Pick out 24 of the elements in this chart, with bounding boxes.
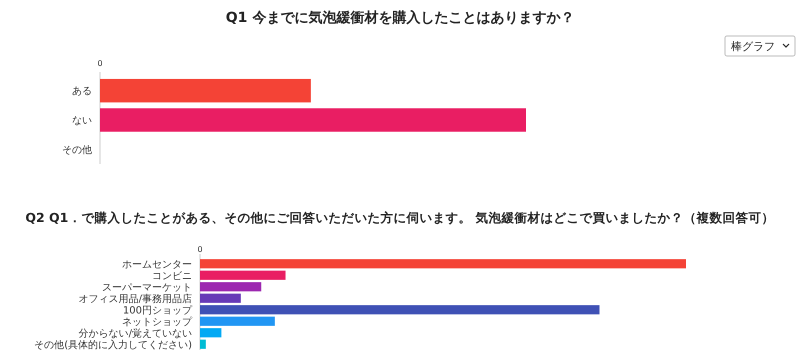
y-tick-label: コンビニ: [152, 270, 192, 282]
text: 0: [97, 59, 103, 68]
bar: [200, 316, 275, 326]
y-tick-label: 分からない/覚えていない: [78, 327, 192, 340]
bar: [200, 294, 241, 303]
y-tick-label: ネットショップ: [122, 316, 193, 328]
y-tick-label: その他: [62, 144, 92, 156]
bar: [200, 270, 286, 280]
y-tick-label: オフィス用品/事務用品店: [78, 292, 192, 305]
y-tick-label: スーパーマーケット: [102, 282, 192, 294]
y-tick-label: その他(具体的に入力してください): [34, 338, 192, 351]
bar: [200, 282, 262, 292]
text: 棒グラフ: [731, 40, 775, 53]
y-tick-label: 100円ショップ: [122, 304, 193, 316]
y-tick-label: ホームセンター: [122, 259, 192, 270]
y-tick-label: ある: [72, 86, 92, 98]
chart-title: Q2 Q1．で購入したことがある、その他にご回答いただいた方に伺います。 気泡緩衝材はどこで買いましたか？（複数回答可）: [25, 210, 775, 225]
chart-title: Q1 今までに気泡緩衝材を購入したことはありますか？: [226, 10, 574, 26]
bar: [200, 259, 686, 268]
y-tick-label: ない: [72, 116, 92, 126]
bar: [200, 305, 600, 314]
bar: [200, 328, 222, 338]
bar: [200, 340, 206, 349]
annotation: 0: [197, 245, 203, 254]
